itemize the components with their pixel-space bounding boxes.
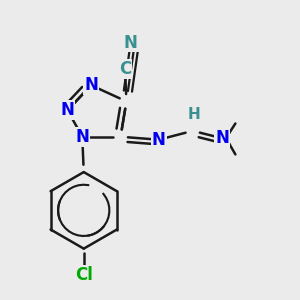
Text: N: N <box>124 34 138 52</box>
Text: N: N <box>152 131 166 149</box>
Text: N: N <box>84 76 98 94</box>
Text: N: N <box>215 129 229 147</box>
Text: N: N <box>75 128 89 146</box>
Text: N: N <box>61 101 74 119</box>
Text: C: C <box>119 60 131 78</box>
Text: H: H <box>188 107 200 122</box>
Text: Cl: Cl <box>75 266 93 284</box>
